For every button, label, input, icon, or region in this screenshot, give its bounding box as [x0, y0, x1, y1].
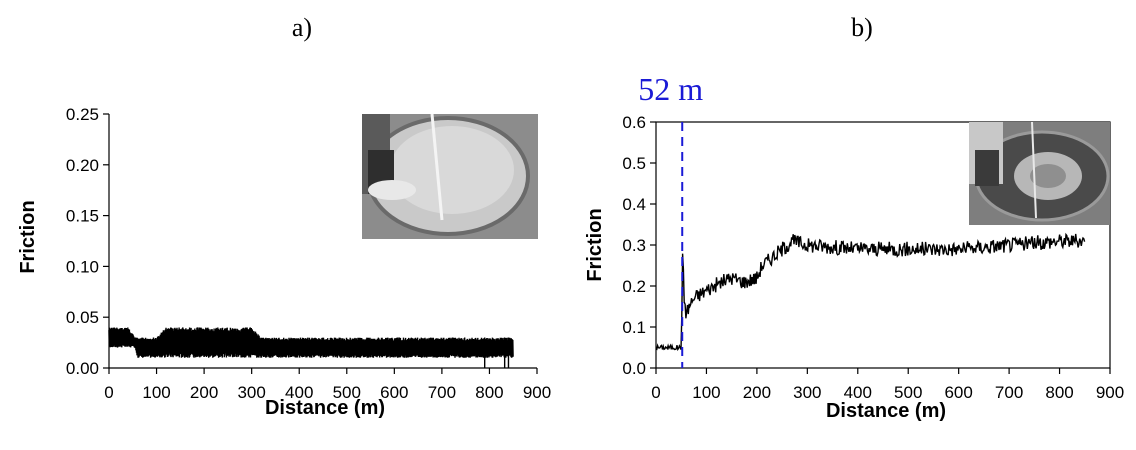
chart-a-y-tick-label: 0.05	[66, 308, 99, 327]
chart-a-x-tick-label: 0	[104, 383, 113, 402]
chart-a-x-tick-label: 500	[333, 383, 361, 402]
chart-a-x-tick-label: 900	[523, 383, 551, 402]
chart-a-series-line	[108, 327, 514, 358]
chart-b-y-tick-label: 0.3	[622, 236, 646, 255]
chart-b: 0 100 200 300 400 500 600 700 800 900 0.0 0.1 0.2 0.3…	[584, 71, 1124, 422]
chart-b-x-tick-label: 800	[1045, 383, 1073, 402]
panel-label-b: b)	[851, 13, 873, 42]
chart-a-x-tick-label: 400	[285, 383, 313, 402]
chart-a-x-tick-label: 600	[380, 383, 408, 402]
chart-b-y-tick-label: 0.2	[622, 277, 646, 296]
chart-b-x-tick-label: 400	[844, 383, 872, 402]
chart-b-x-tick-label: 600	[944, 383, 972, 402]
chart-a-x-tick-label: 700	[428, 383, 456, 402]
chart-a-y-tick-label: 0.20	[66, 156, 99, 175]
chart-a-x-axis-title: Distance (m)	[265, 397, 385, 419]
chart-a: 0 100 200 300 400 500 600 700 800 900 0.00 0.05 0.10…	[17, 105, 551, 419]
chart-b-series-line	[655, 232, 1086, 352]
chart-a-y-tick-label: 0.00	[66, 359, 99, 378]
chart-b-series	[655, 232, 1086, 352]
chart-a-x-tick-label: 800	[475, 383, 503, 402]
chart-b-x-tick-label: 900	[1096, 383, 1124, 402]
chart-b-x-tick-label: 300	[793, 383, 821, 402]
chart-a-x-tick-label: 100	[142, 383, 170, 402]
chart-a-y-axis-title: Friction	[17, 200, 39, 273]
chart-b-y-tick-label: 0.0	[622, 359, 646, 378]
chart-b-x-tick-label: 100	[692, 383, 720, 402]
chart-b-x-tick-label: 500	[894, 383, 922, 402]
chart-b-x-tick-label: 700	[995, 383, 1023, 402]
chart-b-inset-photo	[969, 121, 1110, 225]
chart-a-y-tick-label: 0.15	[66, 207, 99, 226]
chart-a-series	[108, 327, 514, 368]
chart-b-y-tick-label: 0.1	[622, 318, 646, 337]
chart-a-y-tick-label: 0.10	[66, 257, 99, 276]
chart-b-marker-label: 52 m	[638, 71, 703, 107]
chart-b-y-tick-label: 0.5	[622, 154, 646, 173]
chart-b-x-tick-label: 0	[651, 383, 660, 402]
chart-b-y-axis-title: Friction	[584, 208, 606, 281]
chart-b-x-tick-label: 200	[743, 383, 771, 402]
chart-b-x-axis-title: Distance (m)	[826, 400, 946, 422]
chart-a-x-tick-label: 300	[237, 383, 265, 402]
chart-b-y-tick-label: 0.6	[622, 113, 646, 132]
chart-b-y-tick-label: 0.4	[622, 195, 646, 214]
chart-a-inset-photo	[362, 113, 538, 239]
chart-a-x-tick-label: 200	[190, 383, 218, 402]
panel-label-a: a)	[292, 13, 312, 42]
chart-a-y-tick-label: 0.25	[66, 105, 99, 124]
